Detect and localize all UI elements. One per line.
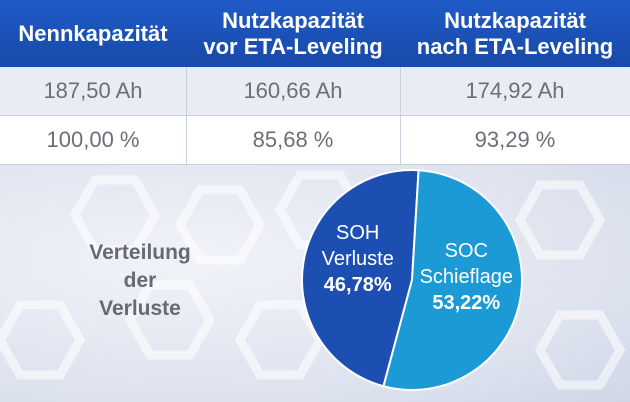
table-cell: 187,50 Ah bbox=[43, 78, 143, 103]
pie-slice-name-label: SOH bbox=[336, 222, 379, 244]
table-cell: 100,00 % bbox=[46, 127, 140, 152]
header-nach-line2: nach ETA-Leveling bbox=[416, 33, 614, 59]
pie-slice bbox=[382, 169, 523, 391]
table-cell: 160,66 Ah bbox=[243, 78, 343, 103]
distribution-label-line2: der bbox=[123, 269, 157, 292]
header-nennkapazitaet: Nennkapazität bbox=[0, 0, 186, 67]
table-cell: 85,68 % bbox=[252, 127, 334, 152]
distribution-label-line3: Verluste bbox=[99, 297, 181, 320]
pie-chart: SOH Verluste 46,78% SOC Schieflage 53,22% bbox=[301, 169, 523, 391]
pie-slice-value-label: 53,22% bbox=[432, 292, 500, 314]
header-vor-line1: Nutzkapazität bbox=[222, 7, 364, 33]
header-nutzkapazitaet-nach: Nutzkapazität nach ETA-Leveling bbox=[400, 0, 630, 67]
header-vor-line2: vor ETA-Leveling bbox=[203, 33, 383, 59]
table-cell: 93,29 % bbox=[474, 127, 556, 152]
column-divider bbox=[186, 67, 187, 115]
column-divider bbox=[400, 116, 401, 164]
header-nach-line1: Nutzkapazität bbox=[444, 7, 586, 33]
table-header: Nennkapazität Nutzkapazität vor ETA-Leve… bbox=[0, 0, 630, 67]
distribution-label: Verteilung der Verluste bbox=[60, 239, 220, 323]
pie-slice-name-label: SOC bbox=[445, 240, 488, 262]
table-row: 100,00 % 85,68 % 93,29 % bbox=[0, 116, 630, 165]
table-row: 187,50 Ah 160,66 Ah 174,92 Ah bbox=[0, 67, 630, 116]
header-nennkapazitaet-text: Nennkapazität bbox=[18, 20, 168, 46]
column-divider bbox=[186, 116, 187, 164]
pie-slice bbox=[301, 169, 420, 388]
header-nutzkapazitaet-vor: Nutzkapazität vor ETA-Leveling bbox=[186, 0, 400, 67]
table-cell: 174,92 Ah bbox=[465, 78, 565, 103]
pie-slice-name-label: Schieflage bbox=[420, 266, 513, 288]
pie-slice-value-label: 46,78% bbox=[324, 274, 392, 296]
background-pattern bbox=[0, 170, 626, 390]
distribution-label-line1: Verteilung bbox=[89, 241, 191, 264]
pie-slice-name-label: Verluste bbox=[322, 248, 394, 270]
column-divider bbox=[400, 67, 401, 115]
distribution-panel: Verteilung der Verluste SOH Verluste 46,78… bbox=[0, 165, 630, 402]
